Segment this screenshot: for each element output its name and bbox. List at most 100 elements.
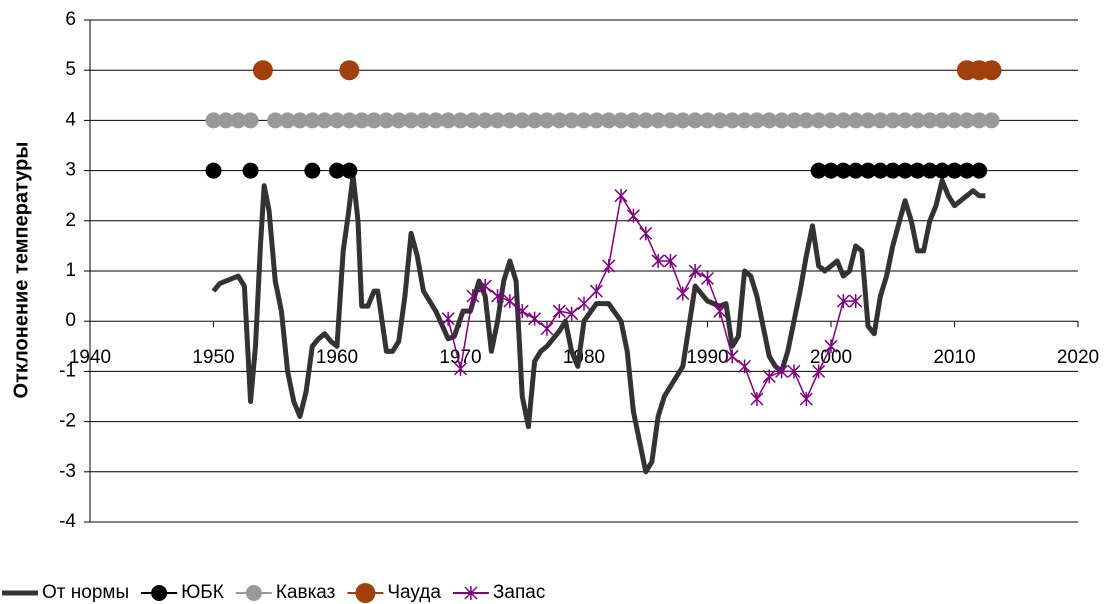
- star-marker: [464, 586, 478, 600]
- dot: [489, 112, 506, 129]
- star-marker: [824, 339, 838, 354]
- dot: [205, 162, 222, 179]
- dot: [810, 112, 827, 129]
- star-marker: [849, 294, 863, 309]
- legend-label: ЮБК: [181, 582, 224, 603]
- dot: [477, 112, 494, 129]
- star-marker: [565, 306, 579, 321]
- y-tick-label: 2: [65, 210, 76, 231]
- star-marker: [577, 296, 591, 311]
- star-marker: [626, 208, 640, 223]
- dot: [981, 60, 1002, 81]
- dot: [736, 112, 753, 129]
- dot: [724, 112, 741, 129]
- x-tick-label: 1970: [439, 347, 481, 368]
- dot: [860, 162, 877, 179]
- dot: [551, 112, 568, 129]
- dot: [958, 112, 975, 129]
- y-tick-label: -3: [59, 461, 76, 482]
- star-marker: [540, 321, 554, 336]
- dot: [872, 112, 889, 129]
- dot: [971, 162, 988, 179]
- dot: [538, 112, 555, 129]
- star-marker: [738, 359, 752, 374]
- dot: [884, 112, 901, 129]
- dot: [563, 112, 580, 129]
- y-tick-label: -2: [59, 411, 76, 432]
- legend-item: ЮБК: [141, 582, 224, 603]
- dot: [230, 112, 247, 129]
- dot: [316, 112, 333, 129]
- dot: [588, 112, 605, 129]
- dot: [847, 112, 864, 129]
- y-axis-label: Отклонение температуры: [10, 142, 32, 399]
- dot: [847, 162, 864, 179]
- dot: [637, 112, 654, 129]
- star-marker: [750, 392, 764, 407]
- legend-label: Запас: [493, 582, 545, 603]
- y-tick-label: 5: [65, 59, 76, 80]
- dot: [427, 112, 444, 129]
- dot: [304, 112, 321, 129]
- series-line: [211, 173, 986, 475]
- legend-label: От нормы: [42, 582, 129, 603]
- dot: [613, 112, 630, 129]
- dot: [983, 112, 1000, 129]
- dot: [773, 112, 790, 129]
- x-tick-label: 1950: [192, 347, 234, 368]
- dot: [699, 112, 716, 129]
- dot: [366, 112, 383, 129]
- dot: [798, 112, 815, 129]
- dot: [355, 583, 376, 603]
- dot: [390, 112, 407, 129]
- dot: [279, 112, 296, 129]
- y-tick-label: 1: [65, 260, 76, 281]
- dot: [921, 112, 938, 129]
- dot: [341, 162, 358, 179]
- x-tick-label: 2000: [810, 347, 852, 368]
- x-tick-label: 2010: [933, 347, 975, 368]
- star-marker: [552, 304, 566, 319]
- dot: [958, 162, 975, 179]
- star-marker: [503, 294, 517, 309]
- legend-label: Кавказ: [276, 582, 336, 603]
- y-tick-label: -1: [59, 360, 76, 381]
- dot: [291, 112, 308, 129]
- dot: [205, 112, 222, 129]
- dot: [687, 112, 704, 129]
- star-marker: [775, 364, 789, 379]
- legend-item: Запас: [452, 582, 545, 603]
- star-marker: [441, 311, 455, 326]
- dot: [946, 162, 963, 179]
- dot: [440, 112, 457, 129]
- legend-item: От нормы: [2, 582, 129, 603]
- dot: [897, 162, 914, 179]
- dot: [403, 112, 420, 129]
- dot: [823, 112, 839, 129]
- dot: [304, 162, 321, 179]
- x-tick-label: 1960: [316, 347, 358, 368]
- dot: [946, 112, 963, 129]
- star-marker: [589, 284, 603, 299]
- dot: [576, 112, 592, 129]
- star-marker: [614, 188, 628, 203]
- dot: [353, 112, 370, 129]
- dot: [378, 112, 395, 129]
- dot: [934, 112, 951, 129]
- star-marker: [725, 349, 739, 364]
- star-marker: [812, 364, 826, 379]
- star-marker: [602, 258, 616, 273]
- dot: [662, 112, 679, 129]
- dot: [761, 112, 778, 129]
- dot: [245, 585, 262, 601]
- dot: [329, 112, 345, 129]
- y-tick-label: 6: [65, 9, 76, 30]
- x-tick-label: 1990: [686, 347, 728, 368]
- y-tick-label: 0: [65, 310, 76, 331]
- star-marker: [688, 264, 702, 278]
- star-marker: [676, 286, 690, 301]
- legend-label: Чауда: [387, 582, 441, 603]
- star-marker: [787, 364, 801, 379]
- dot: [217, 112, 234, 129]
